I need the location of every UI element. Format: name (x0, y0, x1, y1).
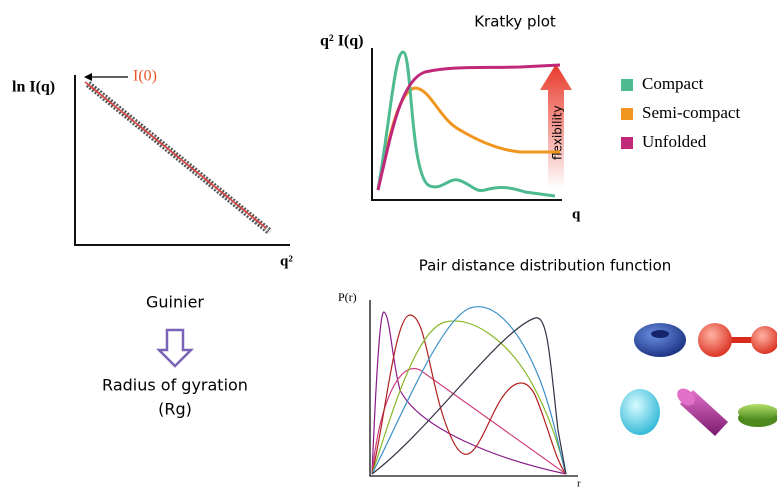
axes (74, 75, 290, 246)
compact-curve (376, 50, 556, 198)
legend-label: Unfolded (642, 132, 707, 151)
x-label: q (572, 206, 581, 222)
flexibility-arrow (540, 64, 572, 188)
curve (371, 306, 567, 475)
guinier-plot: ln I(q) q² I(0) Guinier Radius of gyrati… (12, 68, 293, 419)
unfolded-curve (376, 63, 561, 191)
sphere (620, 389, 660, 435)
dumbbell-ball (751, 326, 777, 354)
dumbbell-ball (698, 323, 732, 357)
kratky-plot: Kratky plot q² I(q) q flexibility Compac… (320, 13, 740, 223)
torus-hole (651, 330, 669, 338)
y-label: ln I(q) (12, 79, 55, 96)
x-label: r (577, 478, 581, 489)
legend-label: Semi-compact (642, 103, 740, 122)
fit-line (84, 81, 267, 229)
y-label: q² I(q) (320, 33, 363, 50)
result-line: (Rg) (158, 400, 192, 419)
curve (371, 320, 567, 475)
arrow-head (84, 73, 92, 81)
semi-compact-curve (376, 86, 560, 191)
torus (634, 323, 686, 357)
down-arrow (155, 328, 195, 368)
legend: Compact Semi-compact Unfolded (621, 74, 740, 151)
legend-swatch (621, 79, 633, 91)
title: Pair distance distribution function (419, 257, 672, 275)
legend-swatch (621, 108, 633, 120)
curve (371, 311, 567, 475)
curve (371, 317, 567, 475)
axes (369, 300, 578, 477)
disk (738, 404, 777, 420)
curve (371, 367, 567, 475)
arrow-label: flexibility (551, 105, 565, 160)
axes (371, 48, 562, 201)
x-label: q² (280, 253, 293, 269)
cylinder-end (677, 388, 695, 406)
legend-label: Compact (642, 74, 704, 93)
result-line: Radius of gyration (102, 376, 248, 395)
title: Kratky plot (474, 13, 556, 31)
curve (371, 314, 567, 475)
legend-swatch (621, 137, 633, 149)
pddf-plot: Pair distance distribution function P(r)… (338, 257, 671, 489)
method-label: Guinier (146, 293, 204, 312)
y-label: P(r) (338, 290, 357, 304)
particle-shapes (620, 323, 777, 436)
i0-label: I(0) (133, 68, 157, 85)
